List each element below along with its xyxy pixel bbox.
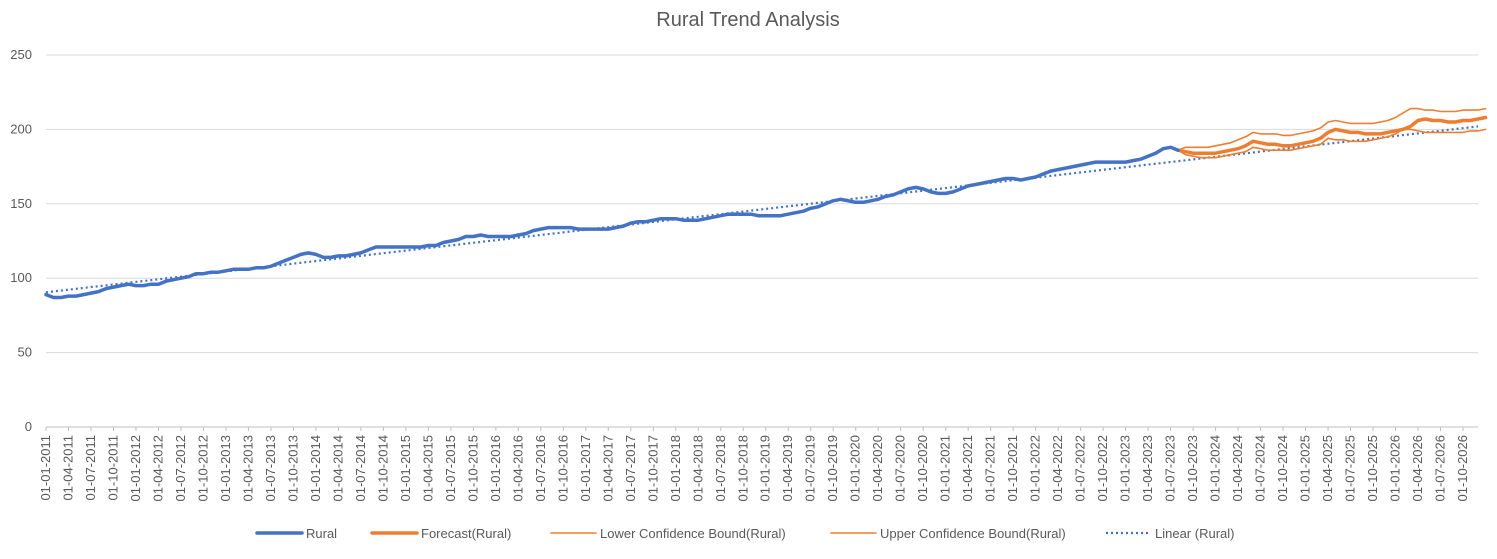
x-tick-label: 01-04-2012 bbox=[150, 435, 165, 502]
x-tick-label: 01-01-2017 bbox=[578, 435, 593, 502]
x-tick-label: 01-07-2022 bbox=[1073, 435, 1088, 502]
x-tick-label: 01-04-2017 bbox=[600, 435, 615, 502]
y-axis-ticks: 0 50 100 150 200 250 bbox=[10, 47, 32, 434]
x-tick-label: 01-01-2023 bbox=[1118, 435, 1133, 502]
x-tick-label: 01-01-2018 bbox=[668, 435, 683, 502]
x-tick-label: 01-07-2016 bbox=[533, 435, 548, 502]
gridlines bbox=[46, 54, 1478, 428]
y-tick-label: 50 bbox=[18, 345, 32, 360]
chart-title: Rural Trend Analysis bbox=[656, 9, 839, 31]
x-tick-label: 01-10-2014 bbox=[375, 435, 390, 502]
x-tick-label: 01-10-2019 bbox=[825, 435, 840, 502]
x-tick-label: 01-10-2015 bbox=[465, 435, 480, 502]
series-line-lower-confidence-bound-rural bbox=[1177, 128, 1487, 159]
x-axis-ticks: 01-01-2011 01-04-2011 01-07-2011 01-10-2011… bbox=[38, 427, 1470, 502]
x-tick-label: 01-10-2023 bbox=[1185, 435, 1200, 502]
x-tick-label: 01-07-2014 bbox=[353, 435, 368, 502]
x-tick-label: 01-04-2026 bbox=[1410, 435, 1425, 502]
legend-label: Rural bbox=[306, 526, 337, 541]
x-tick-label: 01-04-2019 bbox=[780, 435, 795, 502]
x-tick-label: 01-04-2015 bbox=[420, 435, 435, 502]
x-tick-label: 01-07-2011 bbox=[83, 435, 98, 501]
x-tick-label: 01-07-2021 bbox=[983, 435, 998, 502]
x-tick-label: 01-01-2014 bbox=[308, 435, 323, 502]
legend-label: Upper Confidence Bound(Rural) bbox=[880, 526, 1066, 541]
x-tick-label: 01-10-2012 bbox=[195, 435, 210, 502]
series-line-upper-confidence-bound-rural bbox=[1177, 107, 1487, 151]
x-tick-label: 01-10-2021 bbox=[1005, 435, 1020, 502]
x-tick-label: 01-07-2019 bbox=[803, 435, 818, 502]
x-tick-label: 01-04-2025 bbox=[1320, 435, 1335, 502]
series-line-linear-rural bbox=[45, 125, 1479, 294]
x-tick-label: 01-04-2018 bbox=[690, 435, 705, 502]
plot-area bbox=[44, 107, 1488, 300]
x-tick-label: 01-01-2019 bbox=[758, 435, 773, 502]
x-tick-label: 01-07-2018 bbox=[713, 435, 728, 502]
x-tick-label: 01-01-2013 bbox=[218, 435, 233, 502]
x-tick-label: 01-10-2022 bbox=[1095, 435, 1110, 502]
x-tick-label: 01-04-2022 bbox=[1050, 435, 1065, 502]
x-tick-label: 01-10-2011 bbox=[105, 435, 120, 501]
y-tick-label: 250 bbox=[10, 47, 32, 62]
legend-label: Forecast(Rural) bbox=[421, 526, 511, 541]
x-tick-label: 01-10-2025 bbox=[1365, 435, 1380, 502]
x-tick-label: 01-10-2024 bbox=[1275, 435, 1290, 502]
x-tick-label: 01-10-2020 bbox=[915, 435, 930, 502]
x-tick-label: 01-10-2017 bbox=[645, 435, 660, 502]
series-line-rural bbox=[44, 145, 1180, 300]
series-line-forecast-rural bbox=[1176, 115, 1488, 155]
y-tick-label: 150 bbox=[10, 196, 32, 211]
x-tick-label: 01-07-2024 bbox=[1253, 435, 1268, 502]
x-tick-label: 01-04-2024 bbox=[1230, 435, 1245, 502]
x-tick-label: 01-01-2011 bbox=[38, 435, 53, 501]
x-tick-label: 01-01-2021 bbox=[938, 435, 953, 502]
x-tick-label: 01-01-2025 bbox=[1298, 435, 1313, 502]
x-tick-label: 01-04-2014 bbox=[330, 435, 345, 502]
legend-label: Lower Confidence Bound(Rural) bbox=[600, 526, 786, 541]
x-tick-label: 01-07-2017 bbox=[623, 435, 638, 502]
x-tick-label: 01-07-2020 bbox=[893, 435, 908, 502]
x-tick-label: 01-07-2013 bbox=[263, 435, 278, 502]
legend-label: Linear (Rural) bbox=[1155, 526, 1234, 541]
legend: Rural Forecast(Rural) Lower Confidence Bou… bbox=[255, 526, 1234, 541]
x-tick-label: 01-01-2015 bbox=[398, 435, 413, 502]
x-tick-label: 01-01-2012 bbox=[128, 435, 143, 502]
x-tick-label: 01-01-2024 bbox=[1208, 435, 1223, 502]
x-tick-label: 01-07-2023 bbox=[1163, 435, 1178, 502]
x-tick-label: 01-04-2020 bbox=[870, 435, 885, 502]
x-tick-label: 01-10-2026 bbox=[1455, 435, 1470, 502]
x-tick-label: 01-01-2022 bbox=[1028, 435, 1043, 502]
x-tick-label: 01-01-2026 bbox=[1388, 435, 1403, 502]
x-tick-label: 01-04-2021 bbox=[960, 435, 975, 502]
x-tick-label: 01-01-2016 bbox=[488, 435, 503, 502]
x-tick-label: 01-04-2013 bbox=[240, 435, 255, 502]
x-tick-label: 01-10-2013 bbox=[285, 435, 300, 502]
x-tick-label: 01-04-2023 bbox=[1140, 435, 1155, 502]
x-tick-label: 01-07-2012 bbox=[173, 435, 188, 502]
x-tick-label: 01-07-2025 bbox=[1343, 435, 1358, 502]
y-tick-label: 200 bbox=[10, 121, 32, 136]
x-tick-label: 01-10-2018 bbox=[735, 435, 750, 502]
x-tick-label: 01-01-2020 bbox=[848, 435, 863, 502]
y-tick-label: 100 bbox=[10, 270, 32, 285]
x-tick-label: 01-10-2016 bbox=[555, 435, 570, 502]
x-tick-label: 01-04-2011 bbox=[60, 435, 75, 501]
x-tick-label: 01-04-2016 bbox=[510, 435, 525, 502]
x-tick-label: 01-07-2026 bbox=[1433, 435, 1448, 502]
x-tick-label: 01-07-2015 bbox=[443, 435, 458, 502]
y-tick-label: 0 bbox=[25, 419, 32, 434]
